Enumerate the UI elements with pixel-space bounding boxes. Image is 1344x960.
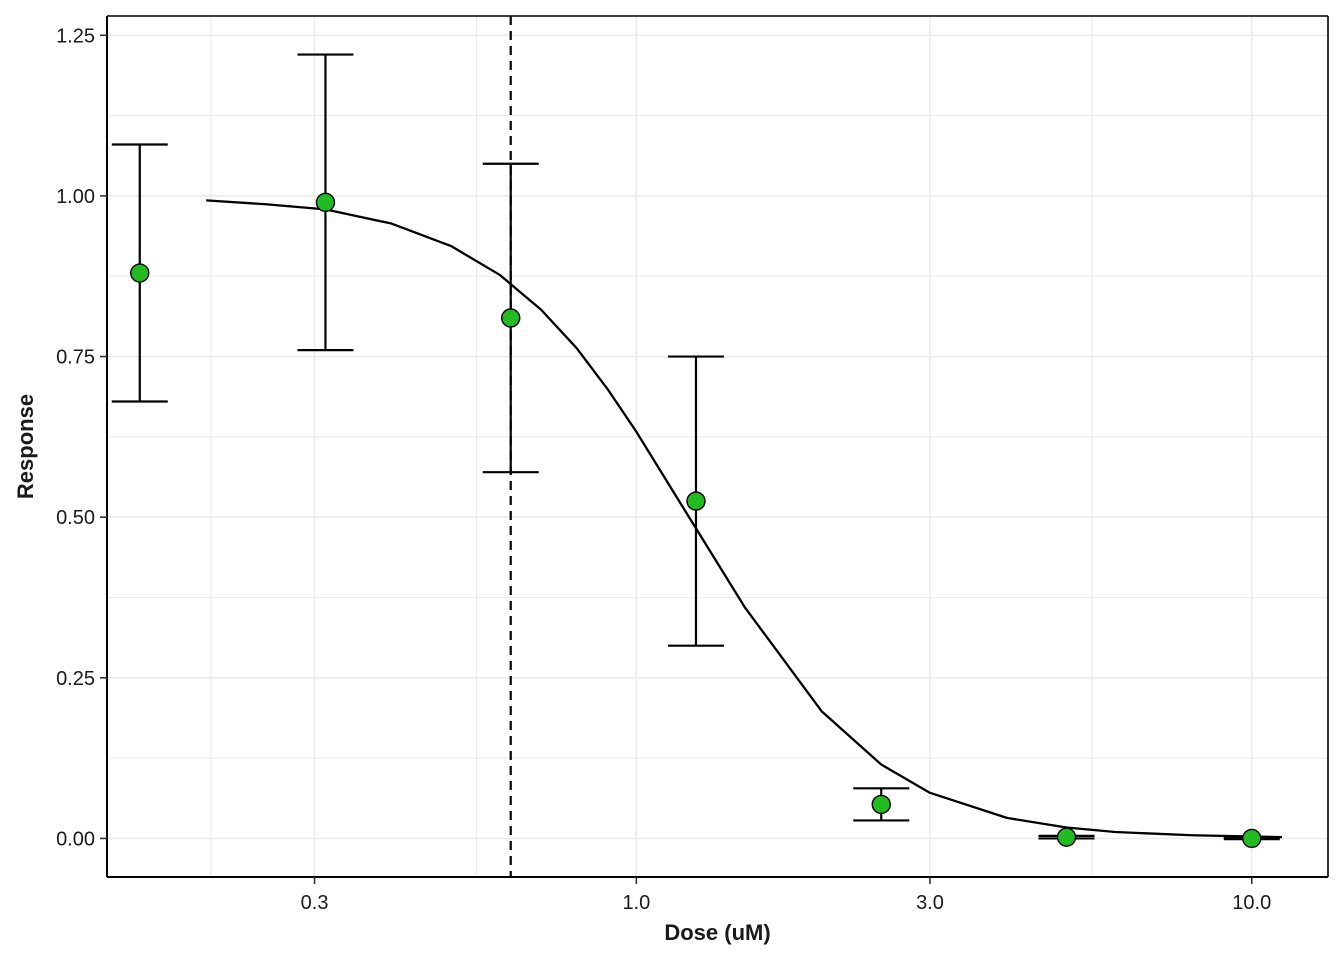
x-tick-label: 3.0 (916, 892, 944, 914)
data-point (130, 263, 150, 283)
data-point (1242, 828, 1262, 849)
y-tick-label: 0.75 (56, 347, 95, 369)
fit-curve (206, 199, 1283, 839)
error-bars (111, 53, 1280, 841)
data-point (315, 192, 336, 213)
y-axis-title: Response (13, 394, 38, 499)
grid-lines (107, 16, 1328, 877)
y-tick-label: 1.25 (56, 25, 95, 47)
data-points (130, 192, 1262, 849)
x-tick-label: 0.3 (301, 892, 329, 914)
tick-labels: 0.00 0.25 0.50 0.75 1.00 1.25 0.3 1.0 3.0 10.0 (56, 25, 1271, 914)
data-point (501, 308, 521, 328)
y-tick-label: 0.50 (56, 507, 95, 529)
axes (100, 15, 1329, 884)
y-tick-label: 0.25 (56, 668, 95, 690)
data-point (871, 794, 891, 815)
y-tick-label: 0.00 (56, 828, 95, 850)
x-axis-title: Dose (uM) (664, 920, 770, 945)
x-tick-label: 1.0 (622, 892, 650, 914)
fit-curve-layer (206, 199, 1283, 839)
data-point (1056, 827, 1077, 847)
y-tick-label: 1.00 (56, 186, 95, 208)
x-tick-label: 10.0 (1232, 892, 1271, 914)
data-point (686, 491, 706, 511)
